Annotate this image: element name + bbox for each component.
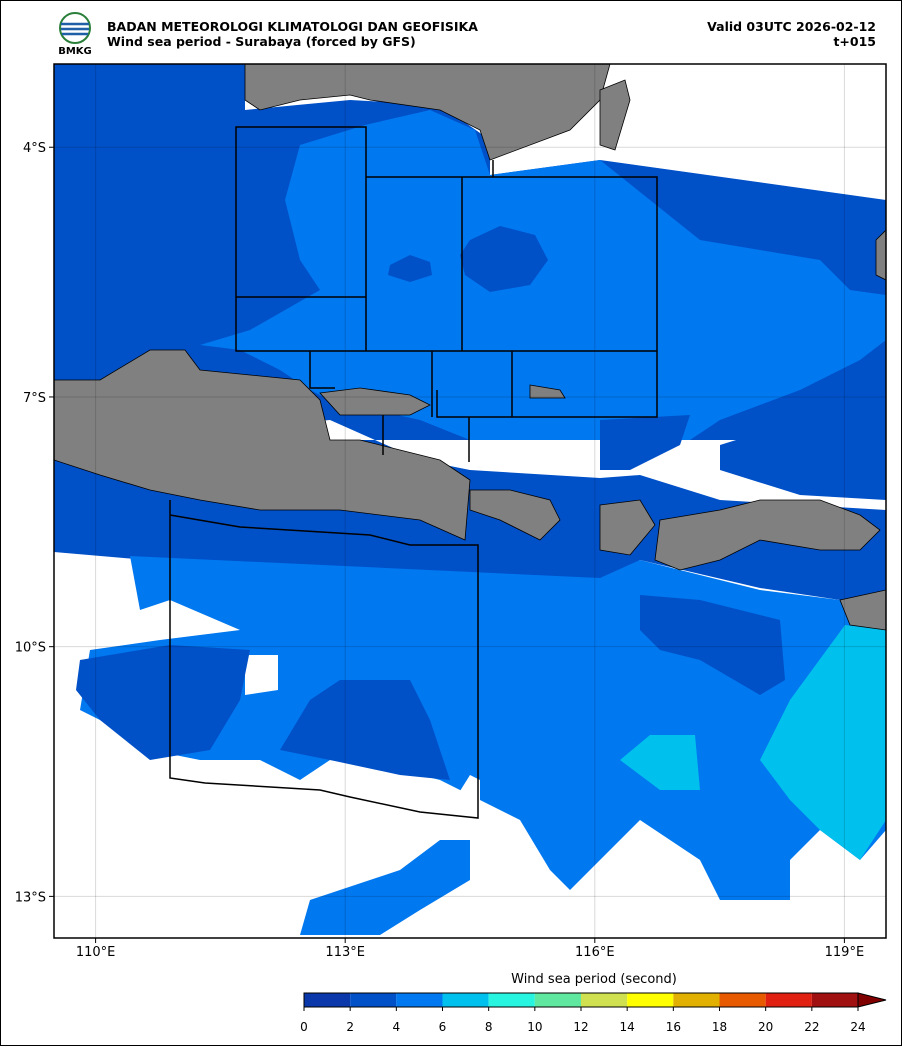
colorbar-segment [534,993,581,1007]
colorbar-tick-label: 2 [346,1020,354,1034]
colorbar-segment [581,993,628,1007]
lon-tick-label: 110°E [76,945,116,960]
colorbar-tick-label: 0 [300,1020,308,1034]
lon-tick-label: 113°E [325,945,365,960]
colorbar-segment [488,993,535,1007]
lead-time: t+015 [833,34,876,49]
colorbar-tick-label: 16 [666,1020,681,1034]
colorbar-tick-label: 24 [850,1020,865,1034]
map-frame [53,63,887,939]
logo-text: BMKG [58,46,92,57]
lon-tick-label: 119°E [825,945,865,960]
lat-tick-label: 13°S [15,890,46,905]
lat-tick-label: 10°S [15,641,46,656]
colorbar-tick-label: 18 [712,1020,727,1034]
map-subtitle: Wind sea period - Surabaya (forced by GF… [107,34,416,49]
colorbar-segment [627,993,674,1007]
graticule: 110°E 113°E 116°E 119°E 4°S 7°S 10°S 13°S [15,64,886,960]
colorbar-tick-label: 12 [573,1020,588,1034]
colorbar-segment [765,993,812,1007]
lon-tick-label: 116°E [575,945,615,960]
lat-tick-label: 7°S [23,391,46,406]
colorbar-tick-label: 14 [620,1020,635,1034]
colorbar: 0 2 4 6 8 10 12 14 16 18 20 22 24 [300,992,887,1034]
colorbar-tick-label: 20 [758,1020,773,1034]
lat-tick-label: 4°S [23,141,46,156]
colorbar-label: Wind sea period (second) [511,972,677,987]
colorbar-tick-label: 22 [804,1020,819,1034]
colorbar-segment [396,993,443,1007]
colorbar-segment [719,993,766,1007]
agency-title: BADAN METEOROLOGI KLIMATOLOGI DAN GEOFIS… [107,19,478,34]
colorbar-segment [811,993,858,1007]
colorbar-segment [350,993,397,1007]
colorbar-tick-label: 6 [439,1020,447,1034]
valid-time: Valid 03UTC 2026-02-12 [707,19,876,34]
colorbar-segment [442,993,489,1007]
logo: BMKG [58,12,92,57]
colorbar-tick-label: 10 [527,1020,542,1034]
colorbar-segment [673,993,720,1007]
colorbar-segment [304,993,351,1007]
map-field [54,64,886,938]
colorbar-tick-label: 4 [393,1020,401,1034]
colorbar-tick-label: 8 [485,1020,493,1034]
